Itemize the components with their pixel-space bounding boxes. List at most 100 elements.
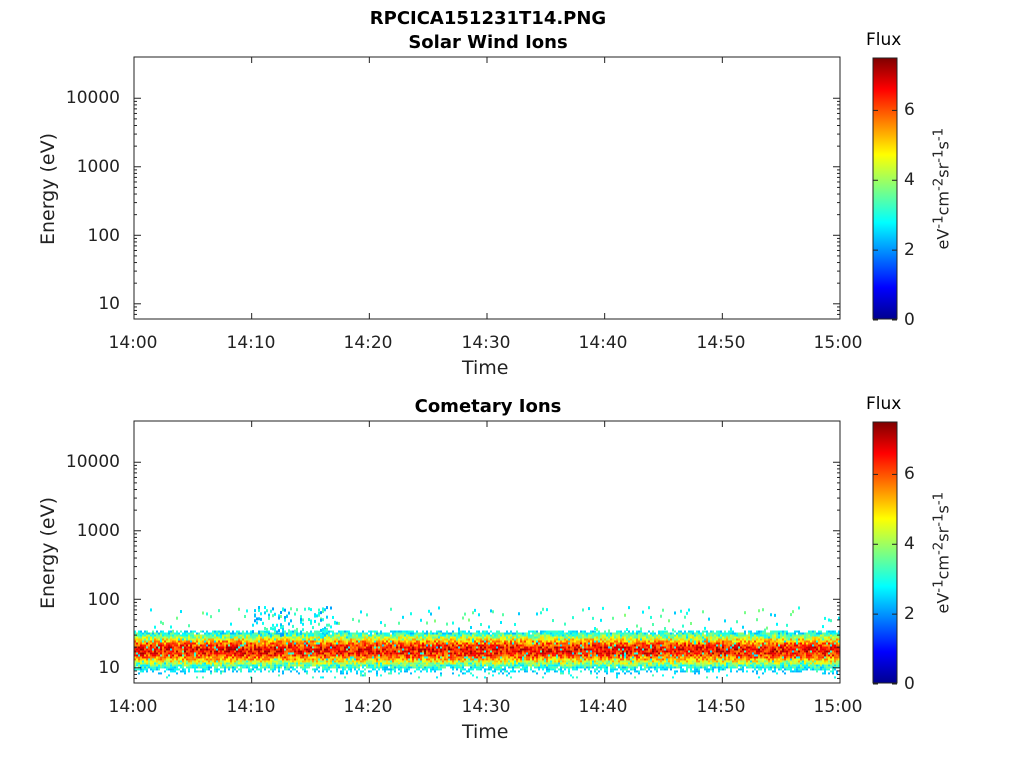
spectrogram-cell bbox=[354, 660, 356, 663]
spectrogram-cell bbox=[598, 642, 600, 645]
spectrogram-cell bbox=[158, 650, 160, 653]
spectrogram-cell bbox=[484, 650, 486, 653]
spectrogram-cell bbox=[570, 644, 572, 647]
spectrogram-cell bbox=[614, 632, 616, 635]
spectrogram-cell bbox=[504, 646, 506, 649]
spectrogram-cell bbox=[360, 660, 362, 663]
spectrogram-cell bbox=[340, 664, 342, 667]
spectrogram-cell bbox=[602, 650, 604, 653]
spectrogram-cell bbox=[166, 638, 168, 641]
spectrogram-cell bbox=[344, 668, 346, 671]
spectrogram-cell bbox=[158, 644, 160, 647]
spectrogram-cell bbox=[508, 642, 510, 645]
spectrogram-cell bbox=[134, 638, 136, 641]
spectrogram-cell bbox=[300, 648, 302, 651]
spectrogram-cell bbox=[388, 632, 390, 635]
spectrogram-cell bbox=[430, 634, 432, 637]
spectrogram-cell bbox=[536, 660, 538, 663]
spectrogram-cell bbox=[162, 644, 164, 647]
spectrogram-cell bbox=[458, 630, 460, 633]
spectrogram-cell bbox=[496, 654, 498, 657]
spectrogram-cell bbox=[574, 630, 576, 633]
spectrogram-cell bbox=[318, 608, 320, 612]
spectrogram-cell bbox=[556, 646, 558, 649]
spectrogram-cell bbox=[352, 650, 354, 653]
spectrogram-cell bbox=[524, 642, 526, 645]
spectrogram-cell bbox=[140, 652, 142, 655]
panel2-xlabel: Time bbox=[462, 721, 509, 743]
spectrogram-cell bbox=[318, 638, 320, 641]
spectrogram-cell bbox=[382, 660, 384, 663]
spectrogram-cell bbox=[350, 634, 352, 637]
spectrogram-cell bbox=[402, 652, 404, 655]
spectrogram-cell bbox=[478, 654, 480, 657]
spectrogram-cell bbox=[518, 652, 520, 655]
spectrogram-cell bbox=[522, 658, 524, 661]
spectrogram-cell bbox=[474, 652, 476, 655]
spectrogram-cell bbox=[522, 664, 524, 667]
spectrogram-cell bbox=[142, 650, 144, 653]
spectrogram-cell bbox=[440, 660, 442, 663]
spectrogram-cell bbox=[436, 652, 438, 655]
spectrogram-cell bbox=[348, 646, 350, 649]
spectrogram-cell bbox=[138, 668, 140, 671]
spectrogram-cell bbox=[182, 666, 184, 669]
spectrogram-cell bbox=[264, 632, 266, 635]
spectrogram-cell bbox=[356, 660, 358, 663]
spectrogram-cell bbox=[564, 658, 566, 661]
spectrogram-cell bbox=[508, 640, 510, 643]
spectrogram-cell bbox=[298, 662, 300, 665]
spectrogram-cell bbox=[376, 658, 378, 661]
spectrogram-cell bbox=[166, 640, 168, 643]
spectrogram-cell bbox=[500, 658, 502, 661]
spectrogram-cell bbox=[286, 634, 288, 637]
spectrogram-cell bbox=[198, 670, 200, 673]
spectrogram-cell bbox=[166, 648, 168, 651]
spectrogram-cell bbox=[400, 650, 402, 653]
spectrogram-cell bbox=[428, 640, 430, 643]
spectrogram-cell bbox=[296, 632, 298, 636]
spectrogram-cell bbox=[606, 634, 608, 637]
spectrogram-cell bbox=[346, 646, 348, 649]
spectrogram-cell bbox=[392, 662, 394, 665]
spectrogram-cell bbox=[516, 634, 518, 637]
panel1-xtick-0: 14:00 bbox=[108, 333, 158, 353]
spectrogram-cell bbox=[136, 656, 138, 659]
spectrogram-cell bbox=[320, 618, 322, 622]
spectrogram-cell bbox=[196, 632, 198, 635]
spectrogram-cell bbox=[468, 650, 470, 653]
spectrogram-cell bbox=[466, 664, 468, 667]
spectrogram-cell bbox=[502, 672, 504, 675]
spectrogram-cell bbox=[462, 668, 464, 671]
spectrogram-cell bbox=[554, 662, 556, 665]
spectrogram-cell bbox=[464, 658, 466, 661]
spectrogram-cell bbox=[616, 660, 618, 663]
spectrogram-cell bbox=[472, 652, 474, 655]
spectrogram-cell bbox=[606, 672, 608, 675]
spectrogram-cell bbox=[496, 666, 498, 669]
spectrogram-cell bbox=[486, 654, 488, 657]
spectrogram-cell bbox=[136, 664, 138, 667]
spectrogram-cell bbox=[526, 660, 528, 663]
spectrogram-cell bbox=[244, 638, 246, 641]
spectrogram-cell bbox=[220, 650, 222, 653]
spectrogram-cell bbox=[292, 636, 294, 639]
spectrogram-cell bbox=[260, 642, 262, 645]
spectrogram-cell bbox=[540, 648, 542, 651]
spectrogram-cell bbox=[592, 658, 594, 661]
spectrogram-cell bbox=[472, 648, 474, 651]
spectrogram-cell bbox=[560, 656, 562, 659]
spectrogram-cell bbox=[584, 668, 586, 671]
spectrogram-cell bbox=[234, 652, 236, 655]
spectrogram-cell bbox=[562, 666, 564, 669]
spectrogram-cell bbox=[426, 656, 428, 659]
spectrogram-cell bbox=[190, 652, 192, 655]
spectrogram-cell bbox=[152, 658, 154, 661]
spectrogram-cell bbox=[380, 656, 382, 659]
spectrogram-cell bbox=[252, 668, 254, 671]
spectrogram-cell bbox=[202, 646, 204, 649]
spectrogram-cell bbox=[452, 650, 454, 653]
spectrogram-cell bbox=[156, 650, 158, 653]
spectrogram-cell bbox=[358, 646, 360, 649]
spectrogram-cell bbox=[310, 646, 312, 649]
